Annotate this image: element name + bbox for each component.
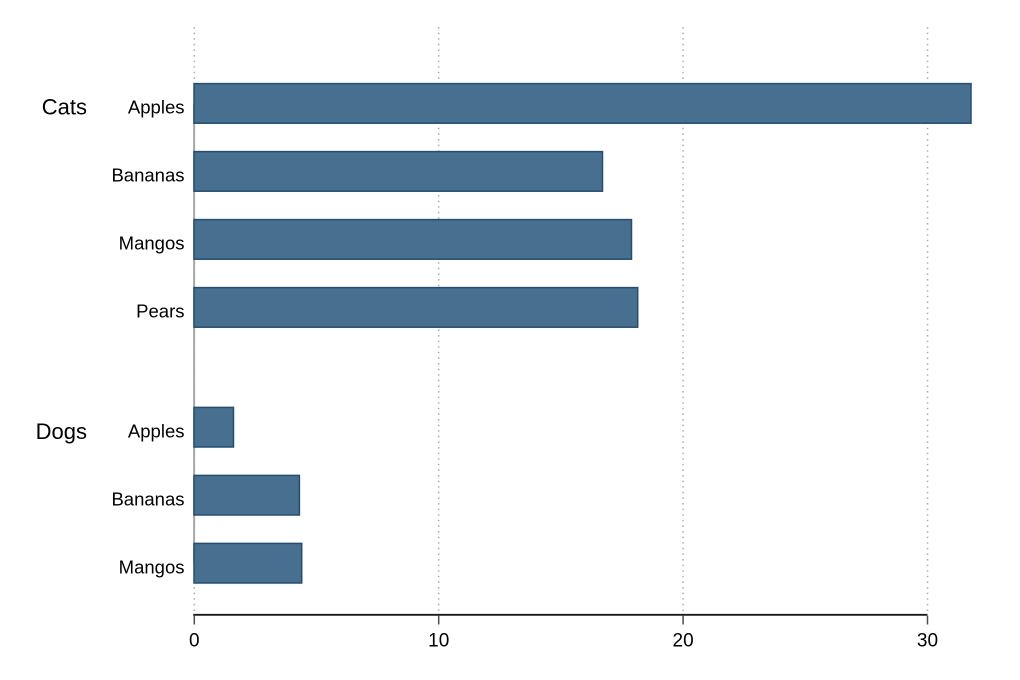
svg-text:10: 10 bbox=[428, 630, 449, 651]
svg-text:Mangos: Mangos bbox=[119, 556, 185, 577]
svg-text:0: 0 bbox=[189, 630, 200, 651]
svg-text:30: 30 bbox=[917, 630, 938, 651]
svg-text:Pears: Pears bbox=[136, 300, 184, 321]
svg-text:20: 20 bbox=[673, 630, 694, 651]
svg-text:Apples: Apples bbox=[128, 420, 185, 441]
svg-text:Dogs: Dogs bbox=[36, 419, 87, 444]
svg-text:Bananas: Bananas bbox=[111, 164, 184, 185]
svg-text:Apples: Apples bbox=[128, 96, 185, 117]
svg-text:Cats: Cats bbox=[42, 94, 87, 119]
svg-text:Mangos: Mangos bbox=[119, 232, 185, 253]
svg-text:Bananas: Bananas bbox=[111, 488, 184, 509]
